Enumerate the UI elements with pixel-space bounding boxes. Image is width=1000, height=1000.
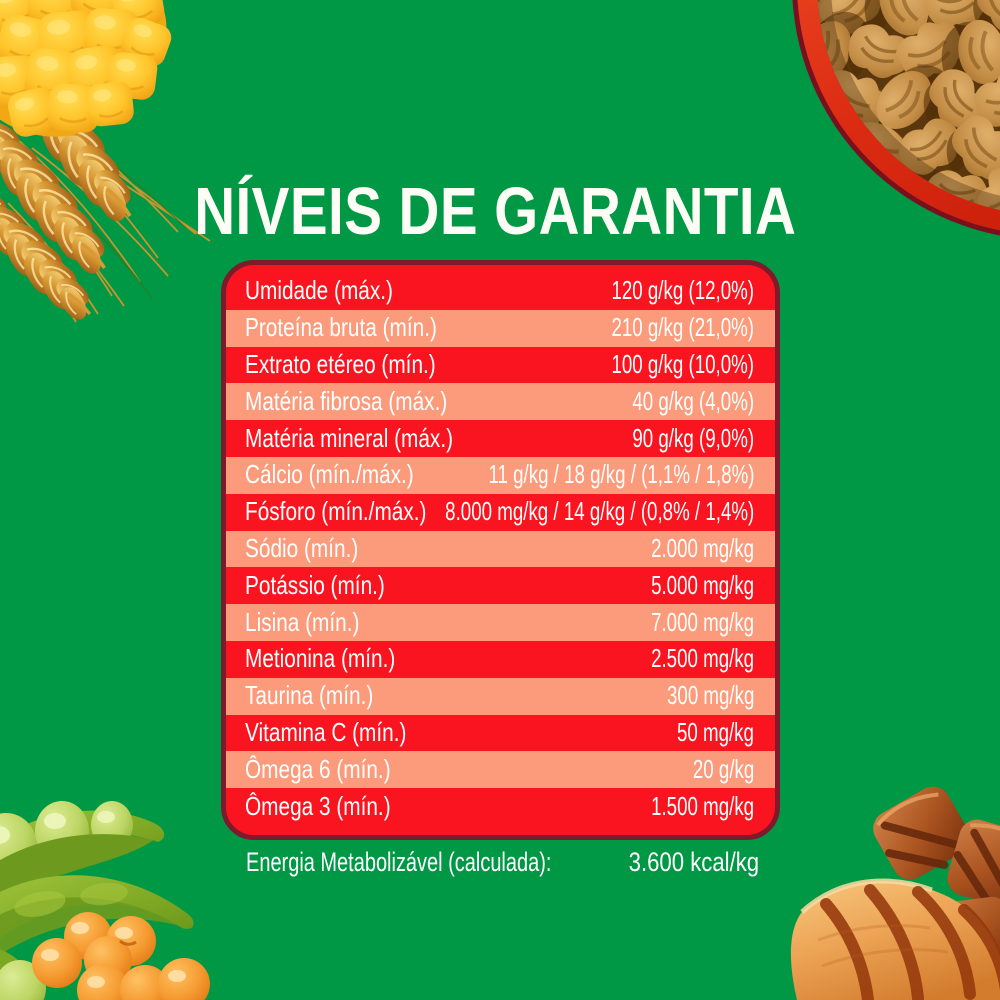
table-row: Matéria mineral (máx.) 90 g/kg (9,0%) <box>226 420 775 457</box>
edamame-and-soybeans-illustration <box>0 801 210 1000</box>
page-title-text: NÍVEIS DE GARANTIA <box>193 174 797 249</box>
page-title: NÍVEIS DE GARANTIA <box>0 178 995 245</box>
nutrient-label: Taurina (mín.) <box>245 680 374 711</box>
table-row: Cálcio (mín./máx.) 11 g/kg / 18 g/kg / (1… <box>226 456 775 494</box>
nutrient-label: Metionina (mín.) <box>245 643 396 674</box>
nutrient-value: 100 g/kg (10,0%) <box>611 348 754 379</box>
nutrient-label: Ômega 6 (mín.) <box>245 753 391 784</box>
table-row: Ômega 3 (mín.) 1.500 mg/kg <box>226 788 775 825</box>
nutrient-label: Umidade (máx.) <box>245 275 393 306</box>
table-row: Taurina (mín.) 300 mg/kg <box>226 677 775 715</box>
table-row: Fósforo (mín./máx.) 8.000 mg/kg / 14 g/kg… <box>226 493 775 531</box>
table-row: Umidade (máx.) 120 g/kg (12,0%) <box>226 273 775 310</box>
nutrient-value: 5.000 mg/kg <box>650 569 754 600</box>
nutrient-value: 20 g/kg <box>692 753 754 784</box>
nutrient-label: Matéria mineral (máx.) <box>245 422 454 453</box>
nutrient-value: 7.000 mg/kg <box>650 606 754 637</box>
table-row: Sódio (mín.) 2.000 mg/kg <box>226 530 775 568</box>
corn-and-wheat-illustration <box>0 0 211 330</box>
table-row: Potássio (mín.) 5.000 mg/kg <box>226 567 775 605</box>
nutrient-label: Matéria fibrosa (máx.) <box>245 385 448 416</box>
nutrient-label: Proteína bruta (mín.) <box>245 312 437 343</box>
nutrient-label: Extrato etéreo (mín.) <box>245 348 436 379</box>
nutrient-value: 2.500 mg/kg <box>650 643 754 674</box>
table-row: Matéria fibrosa (máx.) 40 g/kg (4,0%) <box>226 383 775 421</box>
nutrient-label: Lisina (mín.) <box>245 606 360 637</box>
table-row: Lisina (mín.) 7.000 mg/kg <box>226 604 775 641</box>
nutrient-value: 300 mg/kg <box>666 680 754 711</box>
nutrient-label: Cálcio (mín./máx.) <box>245 459 414 490</box>
nutrient-label: Ômega 3 (mín.) <box>245 790 391 821</box>
metabolizable-energy-row: Energia Metabolizável (calculada): 3.600… <box>221 843 770 883</box>
table-row: Extrato etéreo (mín.) 100 g/kg (10,0%) <box>226 346 775 384</box>
nutrient-value: 50 mg/kg <box>676 716 754 747</box>
table-row: Metionina (mín.) 2.500 mg/kg <box>226 640 775 678</box>
guarantee-levels-table: Umidade (máx.) 120 g/kg (12,0%) Proteína … <box>221 260 780 840</box>
nutrient-value: 120 g/kg (12,0%) <box>611 275 754 306</box>
table-row: Ômega 6 (mín.) 20 g/kg <box>226 751 775 789</box>
energy-value: 3.600 kcal/kg <box>628 846 759 877</box>
table-row: Proteína bruta (mín.) 210 g/kg (21,0%) <box>226 309 775 347</box>
nutrient-value: 90 g/kg (9,0%) <box>632 422 754 453</box>
nutrient-label: Fósforo (mín./máx.) <box>245 496 427 527</box>
nutrient-value: 11 g/kg / 18 g/kg / (1,1% / 1,8%) <box>487 459 754 490</box>
nutrient-label: Sódio (mín.) <box>245 532 359 563</box>
nutrient-value: 40 g/kg (4,0%) <box>632 385 754 416</box>
nutrient-value: 2.000 mg/kg <box>650 532 754 563</box>
nutrient-value: 8.000 mg/kg / 14 g/kg / (0,8% / 1,4%) <box>444 496 754 527</box>
energy-label: Energia Metabolizável (calculada): <box>246 846 552 877</box>
nutrient-value: 1.500 mg/kg <box>650 790 754 821</box>
table-row: Vitamina C (mín.) 50 mg/kg <box>226 714 775 752</box>
nutrient-label: Vitamina C (mín.) <box>245 716 407 747</box>
nutrient-value: 210 g/kg (21,0%) <box>611 312 754 343</box>
nutrient-label: Potássio (mín.) <box>245 569 385 600</box>
